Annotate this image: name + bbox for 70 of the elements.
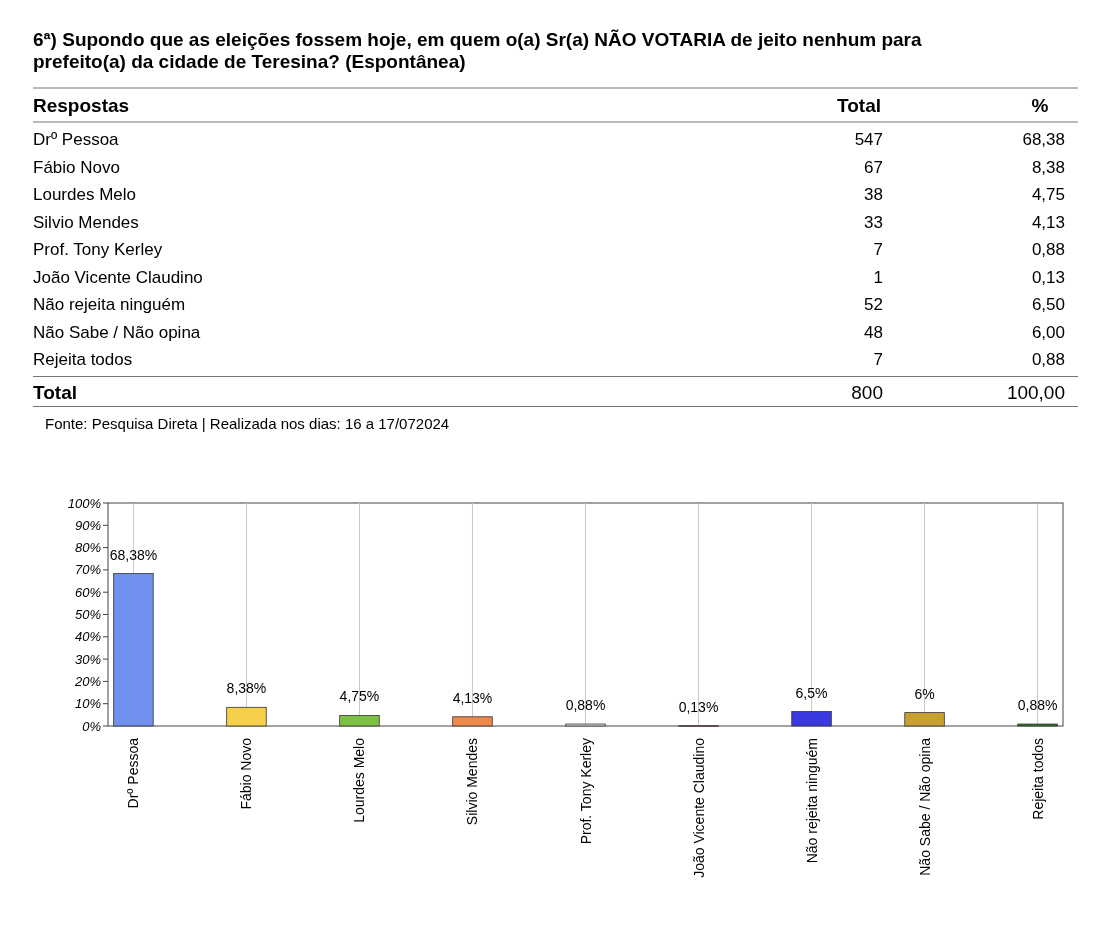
data-label: 67 (864, 157, 883, 177)
y-tick-label: 10% (74, 696, 101, 712)
bar (904, 712, 945, 727)
text: % (1031, 95, 1049, 116)
data-label: 8,38% (226, 680, 267, 697)
category-label: Prof. Tony Kerley (33, 240, 163, 259)
bar (339, 715, 380, 727)
data-label: 4,13 (1031, 212, 1065, 232)
data-label: 52 (864, 295, 883, 314)
y-tick-label: 70% (74, 562, 101, 578)
data-label: 0,88% (1017, 697, 1058, 714)
data-label: 33 (864, 212, 883, 232)
text: Respostas (33, 95, 130, 116)
data-label: 38 (864, 185, 883, 204)
y-tick-label: 0% (82, 718, 101, 734)
x-tick-label: Lourdes Melo (351, 737, 368, 823)
x-tick-label: Silvio Mendes (464, 738, 481, 826)
data-label: 0,88 (1031, 350, 1065, 369)
data-label: 4,75 (1031, 185, 1065, 204)
data-label: 6% (914, 685, 935, 702)
category-label: Fábio Novo (33, 157, 120, 177)
x-tick-label: João Vicente Claudino (690, 737, 707, 878)
x-tick-label: Fábio Novo (238, 737, 255, 810)
bar (113, 573, 154, 727)
data-label: 8,38 (1031, 157, 1065, 177)
data-label: 1 (873, 267, 883, 287)
y-tick-label: 100% (67, 495, 101, 511)
data-label: 7 (873, 350, 883, 369)
x-tick-label: Drº Pessoa (125, 737, 142, 809)
data-label: 68,38% (109, 546, 158, 563)
category-label: João Vicente Claudino (33, 267, 203, 287)
data-label: 547 (854, 130, 883, 149)
text: Total (837, 95, 881, 116)
category-label: Lourdes Melo (33, 185, 137, 204)
data-label: 0,13 (1031, 267, 1065, 287)
source-note: Fonte: Pesquisa Direta | Realizada nos dias: 16 a 17/072024 (45, 414, 450, 432)
bar (791, 711, 832, 727)
data-label: 0,88% (565, 697, 606, 714)
data-label: 6,50 (1031, 295, 1065, 314)
text: 6ª) Supondo que as eleições fossem hoje, em quem o(a) Sr(a) NÃO VOTARIA de jeito nenhum para prefeito(a) da cidade de Teresina? (Espontânea) (33, 29, 923, 72)
bar (452, 716, 493, 727)
category-label: Drº Pessoa (33, 130, 120, 149)
y-tick-label: 40% (74, 629, 101, 645)
data-label: 0,88 (1031, 240, 1065, 259)
bar (226, 706, 267, 727)
data-label: 6,00 (1031, 322, 1065, 342)
y-tick-label: 30% (74, 651, 101, 667)
data-label: 68,38 (1022, 130, 1065, 149)
x-tick-label: Não rejeita ninguém (803, 738, 820, 864)
data-label: 800 (851, 381, 883, 403)
category-label: Total (33, 381, 77, 403)
data-label: 7 (873, 240, 883, 259)
data-label: 100,00 (1006, 381, 1065, 403)
data-label: 6,5% (795, 684, 828, 701)
category-label: Silvio Mendes (33, 212, 139, 232)
x-tick-label: Não Sabe / Não opina (916, 737, 933, 876)
y-tick-label: 50% (74, 607, 101, 623)
category-label: Não rejeita ninguém (33, 295, 186, 314)
y-tick-label: 20% (73, 673, 101, 689)
data-label: 4,13% (452, 689, 493, 706)
data-label: 4,75% (339, 688, 380, 705)
category-label: Rejeita todos (33, 350, 133, 369)
y-tick-label: 80% (74, 540, 101, 556)
category-label: Não Sabe / Não opina (33, 322, 201, 342)
x-tick-label: Prof. Tony Kerley (577, 738, 594, 845)
data-label: 48 (864, 322, 883, 342)
y-tick-label: 90% (74, 517, 101, 533)
x-tick-label: Rejeita todos (1029, 738, 1046, 820)
data-label: 0,13% (678, 698, 719, 715)
y-tick-label: 60% (74, 584, 101, 600)
